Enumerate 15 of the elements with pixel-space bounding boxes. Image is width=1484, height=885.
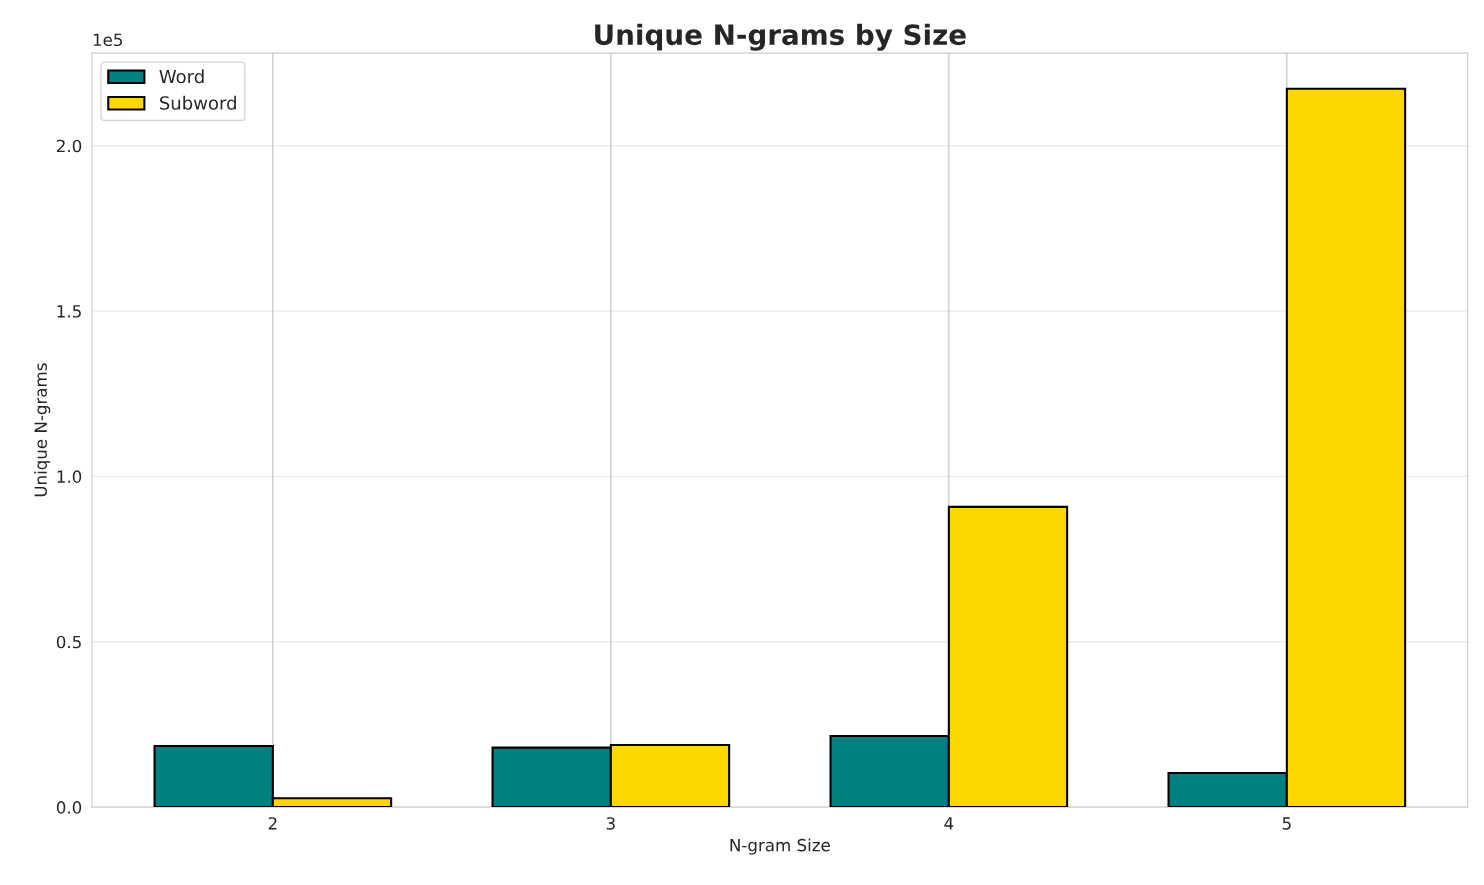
y-tick-label: 0.0 xyxy=(56,801,82,814)
x-tick-label: 3 xyxy=(606,817,615,830)
x-axis-title: N-gram Size xyxy=(730,838,830,855)
legend-label: Subword xyxy=(160,95,236,110)
y-axis-title: Unique N-grams xyxy=(34,363,51,497)
y-tick-label: 1.5 xyxy=(57,305,81,318)
legend-label: Word xyxy=(159,69,204,84)
y-tick-label: 2.0 xyxy=(57,139,82,153)
x-tick-label: 5 xyxy=(1282,817,1291,830)
y-tick-label: 0.5 xyxy=(56,635,81,649)
x-tick-label: 4 xyxy=(944,817,954,830)
text: 1e5 xyxy=(93,33,123,47)
y-tick-label: 1.0 xyxy=(57,470,82,483)
chart-title: Unique N-grams by Size xyxy=(595,23,966,51)
x-tick-label: 2 xyxy=(268,817,277,830)
